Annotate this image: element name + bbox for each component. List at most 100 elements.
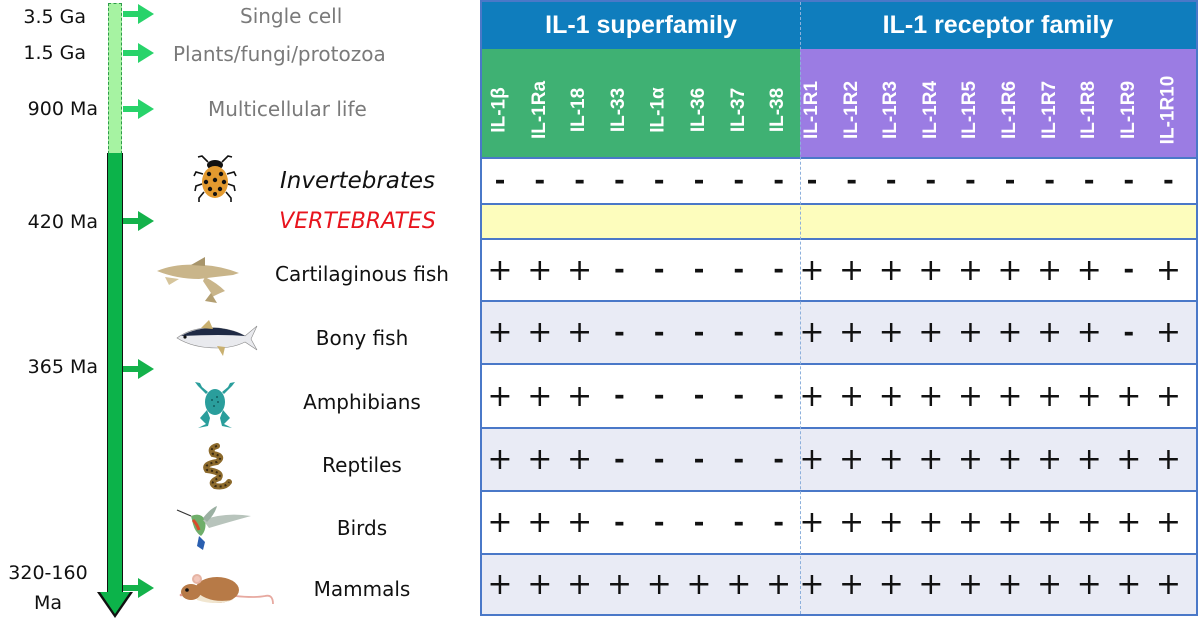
column-header-label: IL-1R10 xyxy=(1157,75,1179,145)
taxon-mammals: Mammals xyxy=(313,577,411,601)
present-mark: + xyxy=(957,567,983,602)
present-mark: + xyxy=(686,567,712,602)
present-mark: + xyxy=(1116,567,1142,602)
absent-mark: - xyxy=(925,166,937,196)
present-mark: + xyxy=(487,505,513,540)
column-header: IL-1R2 xyxy=(832,49,872,153)
absent-mark: - xyxy=(613,166,625,196)
column-header-label: IL-1α xyxy=(648,87,670,133)
era-label-3.5ga: 3.5 Ga xyxy=(23,6,86,28)
absent-mark: - xyxy=(693,166,705,196)
column-header-label: IL-1Ra xyxy=(528,80,550,140)
arrow-right-icon xyxy=(123,99,155,119)
family-divider xyxy=(800,2,801,614)
present-mark: + xyxy=(567,442,593,477)
taxon-birds: Birds xyxy=(336,516,388,540)
shark-icon xyxy=(157,257,239,303)
present-mark: + xyxy=(799,378,825,414)
present-mark: + xyxy=(918,252,944,288)
absent-mark: - xyxy=(693,507,705,538)
absent-mark: - xyxy=(653,166,665,196)
absent-mark: - xyxy=(773,507,784,538)
present-mark: + xyxy=(1076,505,1102,540)
absent-mark: - xyxy=(733,317,745,348)
present-mark: + xyxy=(878,442,904,477)
absent-mark: - xyxy=(1162,166,1174,196)
absent-mark: - xyxy=(534,166,546,196)
present-mark: + xyxy=(957,378,983,414)
absent-mark: - xyxy=(653,317,665,348)
absent-mark: - xyxy=(773,444,784,475)
absent-mark: - xyxy=(693,317,705,348)
column-header-label: IL-1R2 xyxy=(840,80,862,140)
era-label-420ma: 420 Ma xyxy=(27,211,98,233)
present-mark: + xyxy=(1037,315,1063,350)
present-mark: + xyxy=(997,567,1023,602)
present-mark: + xyxy=(918,442,944,477)
column-header-label: IL-1R1 xyxy=(801,80,823,140)
absent-mark: - xyxy=(613,381,625,411)
present-mark: + xyxy=(527,315,553,350)
column-header: IL-36 xyxy=(679,49,719,153)
column-header: IL-1R1 xyxy=(792,49,832,153)
absent-mark: - xyxy=(494,166,506,196)
taxon-amphibians: Amphibians xyxy=(303,390,421,414)
present-mark: + xyxy=(1155,378,1181,414)
column-header: IL-33 xyxy=(599,49,639,153)
present-mark: + xyxy=(1155,442,1181,477)
column-header: IL-1R10 xyxy=(1148,49,1188,153)
present-mark: + xyxy=(567,505,593,540)
present-mark: + xyxy=(606,567,632,602)
hummingbird-icon xyxy=(176,506,251,550)
column-header-label: IL-36 xyxy=(688,87,710,133)
column-header: IL-1R7 xyxy=(1030,49,1070,153)
present-mark: + xyxy=(878,378,904,414)
absent-mark: - xyxy=(613,317,625,348)
present-mark: + xyxy=(1155,567,1181,602)
present-mark: + xyxy=(1116,378,1142,414)
column-header-label: IL-1R9 xyxy=(1117,80,1139,140)
present-mark: + xyxy=(839,505,865,540)
present-mark: + xyxy=(1116,505,1142,540)
present-mark: + xyxy=(527,442,553,477)
snake-icon xyxy=(203,443,232,490)
column-header-label: IL-1R3 xyxy=(880,80,902,140)
present-mark: + xyxy=(918,567,944,602)
column-header: IL-1R5 xyxy=(950,49,990,153)
present-mark: + xyxy=(839,378,865,414)
present-mark: + xyxy=(799,567,825,602)
present-mark: + xyxy=(839,567,865,602)
present-mark: + xyxy=(726,567,752,602)
arrow-right-icon xyxy=(123,359,155,379)
present-mark: + xyxy=(1037,378,1063,414)
present-mark: + xyxy=(997,315,1023,350)
column-header-label: IL-1R6 xyxy=(999,80,1021,140)
absent-mark: - xyxy=(574,166,585,196)
family-header-il1-receptor-family: IL-1 receptor family xyxy=(800,2,1196,49)
column-header: IL-37 xyxy=(719,49,759,153)
absent-mark: - xyxy=(1004,166,1016,196)
present-mark: + xyxy=(487,378,513,414)
present-mark: + xyxy=(1037,252,1063,288)
column-header: IL-18 xyxy=(560,49,600,153)
present-mark: + xyxy=(487,315,513,350)
absent-mark: - xyxy=(773,166,784,196)
early-life-bar xyxy=(108,3,122,154)
absent-mark: - xyxy=(613,255,625,285)
column-header-label: IL-1R4 xyxy=(919,80,941,140)
absent-mark: - xyxy=(653,444,665,475)
table-row: + + + - - - - - + + + + + + + + + + xyxy=(482,363,1196,427)
table-row xyxy=(482,203,1196,238)
present-mark: + xyxy=(878,505,904,540)
table-row: + + + - - - - - + + + + + + + + - + xyxy=(482,300,1196,363)
absent-mark: - xyxy=(693,444,705,475)
family-header-il1-superfamily: IL-1 superfamily xyxy=(482,2,800,49)
present-mark: + xyxy=(487,442,513,477)
present-mark: + xyxy=(997,252,1023,288)
present-mark: + xyxy=(567,567,593,602)
absent-mark: - xyxy=(733,166,745,196)
event-plants-fungi-protozoa: Plants/fungi/protozoa xyxy=(173,42,386,66)
present-mark: + xyxy=(799,315,825,350)
column-header-label: IL-38 xyxy=(767,87,789,133)
present-mark: + xyxy=(957,315,983,350)
